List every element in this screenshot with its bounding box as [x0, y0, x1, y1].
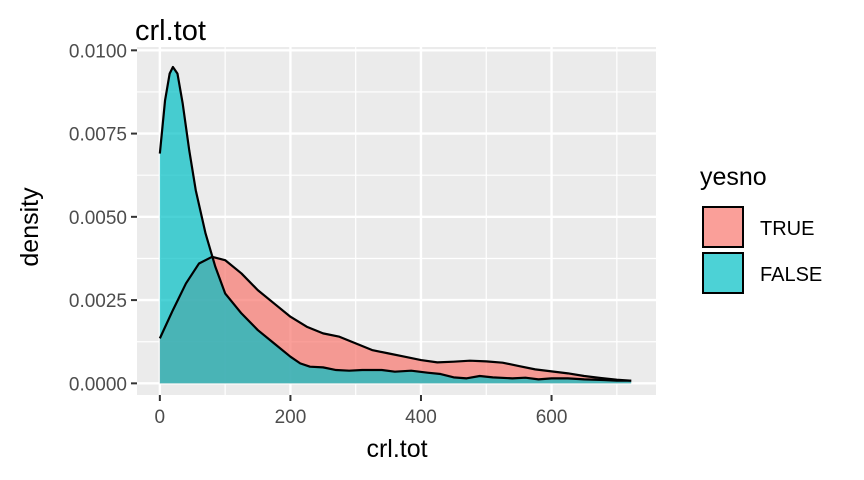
x-tick-label: 0 [155, 407, 166, 428]
x-tick-label: 200 [275, 407, 307, 428]
grid-minor [137, 47, 656, 395]
y-tick-label: 0.0075 [69, 125, 127, 146]
chart-title: crl.tot [135, 15, 206, 47]
x-tick-label: 400 [405, 407, 437, 428]
legend-swatch-true [702, 206, 744, 248]
density-lines [158, 65, 632, 382]
legend-label-true: TRUE [760, 218, 814, 240]
legend-label-false: FALSE [760, 264, 822, 286]
density-area-false [159, 66, 632, 384]
y-tick-label: 0.0000 [69, 374, 127, 395]
density-line-true [158, 255, 632, 382]
x-axis: 0 200 400 600 [155, 395, 568, 428]
x-tick-label: 600 [536, 407, 568, 428]
legend-swatch-false [702, 252, 744, 294]
legend-title: yesno [700, 163, 767, 191]
y-tick-label: 0.0025 [69, 291, 127, 312]
density-areas [159, 66, 632, 384]
y-axis: 0.0000 0.0025 0.0050 0.0075 0.0100 [69, 41, 137, 395]
density-line-false [158, 65, 632, 382]
y-axis-title: density [16, 187, 44, 267]
legend: yesno TRUE FALSE [700, 163, 822, 294]
x-axis-title: crl.tot [366, 435, 427, 463]
y-tick-label: 0.0050 [69, 208, 127, 229]
y-tick-label: 0.0100 [69, 41, 127, 62]
